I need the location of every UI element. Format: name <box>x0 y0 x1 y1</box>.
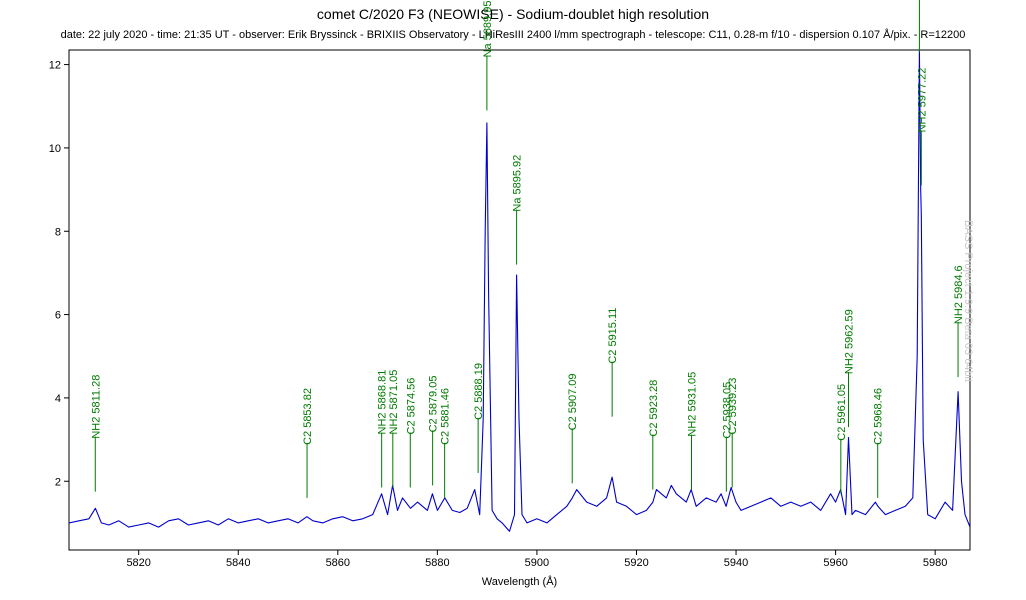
line-marker-label: Na 5895.92 <box>512 155 524 212</box>
x-axis-label: Wavelength (Å) <box>482 575 557 588</box>
chart-subtitle: date: 22 july 2020 - time: 21:35 UT - ob… <box>60 29 966 41</box>
line-marker-label: C2 5881.46 <box>440 388 452 445</box>
line-marker-label: NH2 5811.28 <box>90 375 102 439</box>
x-tick-label: 5940 <box>724 557 748 569</box>
y-tick-label: 12 <box>49 60 61 72</box>
line-marker-label: C2 5939.23 <box>727 378 739 435</box>
x-tick-label: 5880 <box>425 557 449 569</box>
x-tick-label: 5860 <box>326 557 350 569</box>
y-tick-label: 8 <box>55 226 61 238</box>
line-marker-label: C2 5874.56 <box>405 378 417 435</box>
y-tick-label: 10 <box>49 143 61 155</box>
line-marker-label: C2 5968.46 <box>873 388 885 445</box>
x-tick-label: 5980 <box>923 557 947 569</box>
plot-frame <box>68 49 971 551</box>
line-marker-label: NH2 5984.6 <box>953 265 965 324</box>
x-tick-label: 5920 <box>624 557 648 569</box>
line-marker-label: C2 5938.05 <box>721 382 733 439</box>
line-marker-label: C2 5923.28 <box>648 380 660 437</box>
x-tick-label: 5900 <box>525 557 549 569</box>
x-tick-label: 5840 <box>226 557 250 569</box>
line-marker-label: C2 5961.05 <box>836 384 848 441</box>
line-marker-label: C2 5907.09 <box>567 373 579 430</box>
spectrum-series-line <box>69 50 970 532</box>
line-marker-label: C2 5853.82 <box>302 388 314 445</box>
x-tick-label: 5820 <box>126 557 150 569</box>
line-marker-label: NH2 5871.05 <box>388 370 400 435</box>
y-tick-label: 6 <box>55 310 61 322</box>
line-marker-label: C2 5879.05 <box>428 376 440 433</box>
watermark-text: BASS Project 1.9.9 Beta 03 64bit <box>962 220 974 383</box>
x-tick-label: 5960 <box>823 557 847 569</box>
line-marker-label: NH2 5962.59 <box>843 309 855 374</box>
line-marker-label: NH2 5868.81 <box>377 370 389 435</box>
line-marker-label: NH2 5931.05 <box>686 372 698 437</box>
y-tick-label: 4 <box>55 393 61 405</box>
chart-title: comet C/2020 F3 (NEOWISE) - Sodium-doubl… <box>316 6 710 22</box>
line-marker-label: C2 5915.11 <box>607 308 619 364</box>
line-marker-label: C2 5888.19 <box>473 363 485 420</box>
software-watermark: BASS Project 1.9.9 Beta 03 64bit <box>962 220 988 382</box>
line-marker-label: NH2 5977.22 <box>916 68 928 133</box>
line-marker-label: Na 5889.95 <box>482 1 494 58</box>
y-tick-label: 2 <box>55 476 61 488</box>
